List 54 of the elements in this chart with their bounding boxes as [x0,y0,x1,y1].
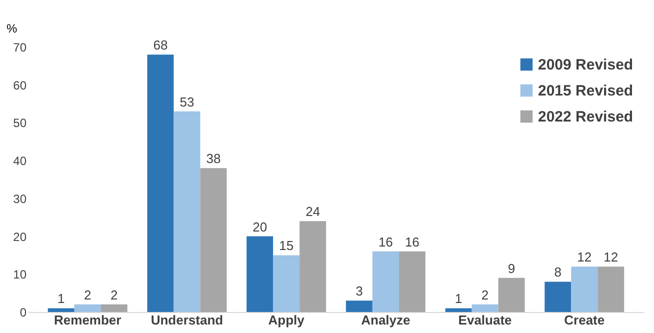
data-label: 2 [84,287,92,302]
data-label: 12 [577,250,592,265]
x-tick-label: Remember [54,312,122,328]
data-label: 12 [604,250,618,265]
data-label: 53 [180,94,194,110]
data-label: 9 [508,260,516,276]
data-label: 15 [279,238,294,254]
data-label: 1 [454,291,462,306]
bar [300,221,326,312]
bar [598,266,624,312]
data-label: 8 [554,264,562,280]
bar [544,282,572,312]
bar [346,300,372,312]
y-tick-label: 0 [20,306,27,320]
y-tick-label: 10 [13,268,27,282]
data-label: 68 [153,38,168,53]
bar [100,304,128,312]
data-label: 2 [110,287,118,302]
data-label: 20 [252,219,268,234]
data-label: 16 [404,234,420,250]
bar [147,54,174,312]
bar [372,251,399,312]
data-label: 3 [356,284,363,299]
y-tick-label: 30 [13,192,27,206]
bar [273,255,300,312]
legend-label: 2022 Revised [538,108,634,126]
bar [48,308,74,312]
bar [246,236,274,312]
y-tick-label: 20 [13,230,27,244]
y-tick-label: 70 [13,40,27,54]
x-tick-label: Analyze [361,312,410,328]
bar [472,304,498,312]
y-tick-label: 50 [13,116,27,130]
bar [445,308,472,312]
bar [571,266,598,312]
y-axis-title: % [6,22,18,36]
x-tick-label: Evaluate [458,312,512,328]
bar [174,111,200,312]
data-label: 24 [306,204,320,220]
y-tick-label: 60 [13,78,27,92]
bar [498,278,525,312]
bar [398,251,426,312]
data-label: 16 [378,234,393,250]
bar [200,168,227,312]
data-label: 2 [481,287,489,302]
legend-label: 2009 Revised [538,56,634,74]
x-tick-label: Understand [150,312,224,328]
data-label: 38 [206,151,221,166]
legend-label: 2015 Revised [538,82,634,100]
bar [74,304,101,312]
y-tick-label: 40 [13,154,27,168]
x-tick-label: Create [564,312,605,328]
x-tick-label: Apply [268,312,306,328]
data-label: 1 [58,291,65,306]
